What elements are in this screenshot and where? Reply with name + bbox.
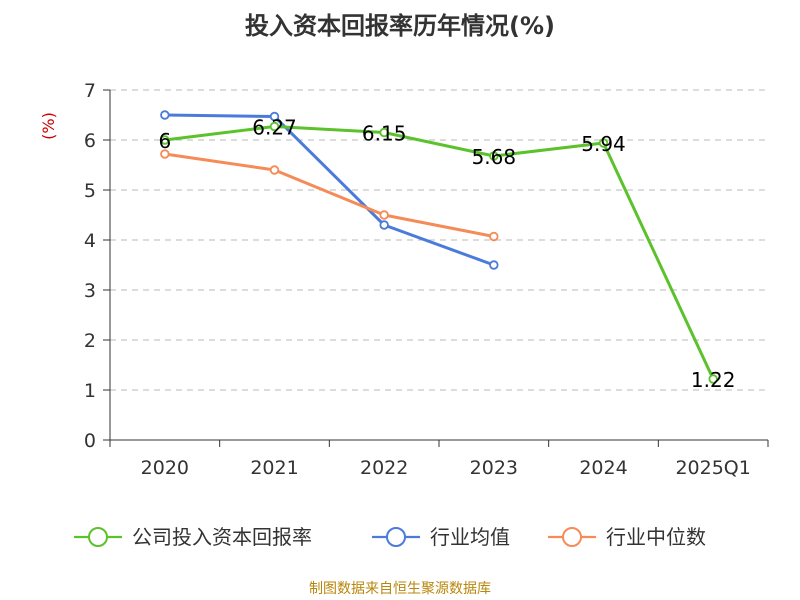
data-label: 6 — [158, 129, 171, 153]
x-tick-label: 2020 — [141, 457, 189, 479]
y-tick-label: 7 — [84, 80, 96, 102]
series-point — [160, 135, 170, 145]
data-label: 6.15 — [362, 122, 407, 146]
y-axis-label: (%) — [39, 112, 58, 140]
series-line — [164, 152, 495, 238]
legend: 公司投入资本回报率 行业均值 行业中位数 — [74, 525, 706, 549]
series-point — [269, 165, 280, 175]
y-tick-label: 3 — [84, 280, 96, 302]
y-tick-label: 1 — [84, 380, 96, 402]
series-line — [164, 113, 495, 267]
series-point — [598, 138, 609, 148]
legend-marker — [88, 527, 108, 547]
data-label-layer: 6 6.27 6.15 5.68 5.94 1.22 — [158, 116, 735, 393]
y-tick-label: 0 — [84, 430, 96, 452]
legend-marker — [386, 527, 406, 547]
y-tick-label: 2 — [84, 330, 96, 352]
series-line — [164, 125, 715, 380]
series-point — [379, 220, 389, 230]
series-point — [489, 151, 499, 161]
series-point — [160, 110, 170, 120]
x-tick-label: 2025Q1 — [675, 457, 750, 479]
legend-label: 公司投入资本回报率 — [132, 525, 312, 549]
series-point — [379, 127, 389, 138]
data-label: 5.68 — [472, 145, 517, 169]
series-point — [708, 374, 718, 384]
series-point — [489, 231, 499, 242]
series-layer — [160, 110, 718, 384]
axis-layer: 0 1 2 3 4 5 6 7 2020 2021 2022 2023 2024 2025Q1 — [84, 80, 769, 479]
legend-label: 行业均值 — [430, 525, 510, 549]
y-tick-label: 6 — [84, 130, 96, 152]
data-label: 6.27 — [252, 116, 297, 140]
data-label: 1.22 — [691, 368, 736, 392]
y-tick-label: 5 — [84, 180, 96, 202]
chart-title: 投入资本回报率历年情况(%) — [245, 12, 555, 40]
x-tick-label: 2022 — [360, 457, 408, 479]
x-tick-label: 2023 — [470, 457, 518, 479]
x-tick-label: 2021 — [250, 457, 298, 479]
series-point — [489, 260, 499, 270]
series-point — [269, 111, 280, 122]
legend-label: 行业中位数 — [606, 525, 706, 549]
legend-marker — [562, 527, 582, 547]
data-label: 5.94 — [581, 132, 626, 156]
series-point — [379, 210, 389, 220]
series-point — [269, 121, 280, 132]
source-note: 制图数据来自恒生聚源数据库 — [309, 581, 491, 597]
x-tick-label: 2024 — [579, 457, 627, 479]
series-point — [160, 149, 170, 159]
y-tick-label: 4 — [84, 230, 96, 252]
